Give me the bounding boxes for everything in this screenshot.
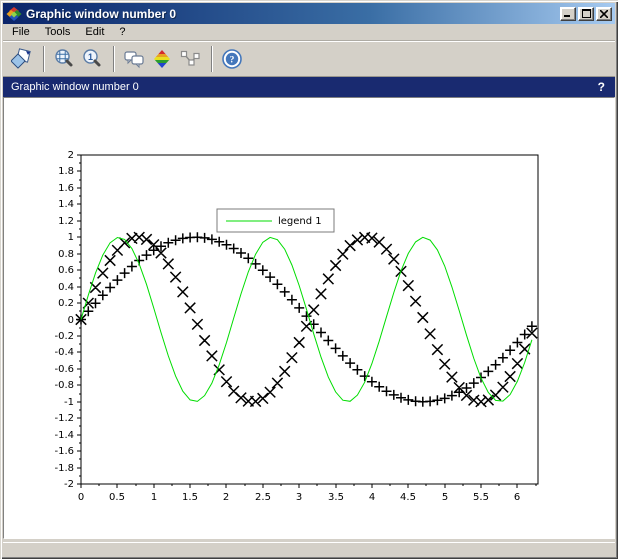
svg-text:-1.2: -1.2 bbox=[54, 413, 74, 424]
svg-text:1.4: 1.4 bbox=[58, 199, 74, 210]
svg-text:1.5: 1.5 bbox=[182, 492, 198, 503]
menu-help[interactable]: ? bbox=[119, 26, 126, 38]
svg-text:1.6: 1.6 bbox=[58, 183, 74, 194]
svg-text:1: 1 bbox=[151, 492, 157, 503]
series-sin-x- bbox=[76, 232, 537, 407]
initial-zoom-icon[interactable]: 1 bbox=[79, 46, 105, 72]
legend-box: legend 1 bbox=[216, 208, 335, 233]
svg-text:5.5: 5.5 bbox=[473, 492, 489, 503]
svg-text:5: 5 bbox=[442, 492, 448, 503]
svg-text:0: 0 bbox=[68, 315, 74, 326]
infobar-help-icon[interactable]: ? bbox=[597, 80, 605, 94]
svg-text:6: 6 bbox=[514, 492, 520, 503]
scilab-app-icon bbox=[6, 6, 22, 21]
toolbar-separator bbox=[113, 46, 115, 72]
svg-text:0.8: 0.8 bbox=[58, 249, 74, 260]
svg-text:-1.4: -1.4 bbox=[54, 430, 74, 441]
menu-tools[interactable]: Tools bbox=[44, 26, 71, 38]
window-title: Graphic window number 0 bbox=[26, 6, 177, 21]
svg-text:0.2: 0.2 bbox=[58, 298, 74, 309]
infobar-title: Graphic window number 0 bbox=[11, 81, 139, 93]
menu-file[interactable]: File bbox=[12, 26, 30, 38]
zoom-area-icon[interactable] bbox=[51, 46, 77, 72]
svg-text:-1: -1 bbox=[64, 397, 74, 408]
console-bubbles-icon[interactable] bbox=[121, 46, 147, 72]
svg-text:-2: -2 bbox=[64, 479, 74, 490]
svg-text:3: 3 bbox=[296, 492, 302, 503]
svg-text:0.6: 0.6 bbox=[58, 265, 74, 276]
svg-text:1.8: 1.8 bbox=[58, 166, 74, 177]
minimize-icon[interactable] bbox=[560, 6, 576, 21]
svg-text:-0.4: -0.4 bbox=[54, 347, 74, 358]
svg-text:1.2: 1.2 bbox=[58, 216, 74, 227]
svg-text:-1.8: -1.8 bbox=[54, 463, 74, 474]
maximize-icon[interactable] bbox=[578, 6, 594, 21]
toolbar-separator bbox=[211, 46, 213, 72]
toolbar-separator bbox=[43, 46, 45, 72]
titlebar: Graphic window number 0 bbox=[3, 3, 615, 24]
statusbar bbox=[3, 542, 615, 556]
svg-text:-0.6: -0.6 bbox=[54, 364, 74, 375]
svg-text:0: 0 bbox=[78, 492, 84, 503]
colormap-diamond-icon[interactable] bbox=[149, 46, 175, 72]
x-axis: 0 0.5 1 1.5 2 2.5 3 3.5 4 4.5 5 5.5 6 bbox=[78, 484, 537, 503]
close-icon[interactable] bbox=[596, 6, 612, 21]
edit-data-points-icon[interactable] bbox=[177, 46, 203, 72]
svg-text:4: 4 bbox=[369, 492, 375, 503]
plot-canvas[interactable]: 0 0.5 1 1.5 2 2.5 3 3.5 4 4.5 5 5.5 6 -2 -1.8 -1.6 -1.4-… bbox=[3, 97, 615, 539]
svg-text:4.5: 4.5 bbox=[400, 492, 416, 503]
y-axis: -2 -1.8 -1.6 -1.4 -1.2 -1 -0.8 -0.6 -0.4 -0.2 0 0.2… bbox=[54, 150, 81, 490]
svg-text:legend 1: legend 1 bbox=[278, 216, 322, 227]
svg-text:3.5: 3.5 bbox=[328, 492, 344, 503]
svg-text:0.4: 0.4 bbox=[58, 282, 74, 293]
rotate-icon[interactable] bbox=[9, 46, 35, 72]
svg-text:-0.8: -0.8 bbox=[54, 380, 74, 391]
infobar: Graphic window number 0 ? bbox=[3, 77, 615, 97]
toolbar: 1 bbox=[3, 41, 615, 77]
svg-text:-1.6: -1.6 bbox=[54, 446, 74, 457]
menubar: File Tools Edit ? bbox=[3, 24, 615, 41]
svg-text:1: 1 bbox=[88, 52, 93, 62]
svg-text:0.5: 0.5 bbox=[109, 492, 125, 503]
svg-text:?: ? bbox=[230, 56, 235, 66]
svg-text:-0.2: -0.2 bbox=[54, 331, 74, 342]
svg-text:2.5: 2.5 bbox=[255, 492, 271, 503]
svg-text:1: 1 bbox=[68, 232, 74, 243]
series-sin-3x- bbox=[80, 236, 533, 402]
svg-text:2: 2 bbox=[68, 150, 74, 161]
help-icon[interactable]: ? bbox=[219, 46, 245, 72]
svg-text:2: 2 bbox=[223, 492, 229, 503]
menu-edit[interactable]: Edit bbox=[85, 26, 105, 38]
chart-svg[interactable]: 0 0.5 1 1.5 2 2.5 3 3.5 4 4.5 5 5.5 6-2-1.8-1.6-1.4-… bbox=[4, 98, 612, 536]
